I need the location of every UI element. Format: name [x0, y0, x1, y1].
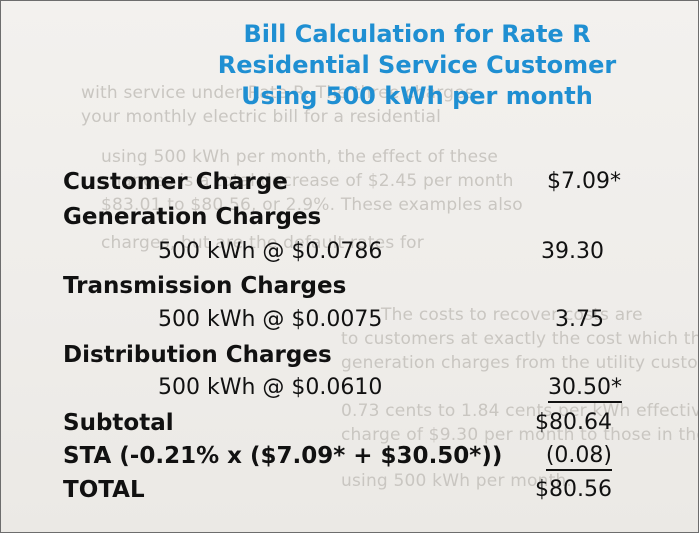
show-through-text: charges, but are the default rates for [101, 233, 424, 253]
distribution-label: Distribution Charges [63, 342, 332, 368]
distribution-amount: 30.50* [548, 375, 622, 403]
subtotal-row: Subtotal $80.64 [1, 410, 698, 442]
transmission-amount: 3.75 [555, 307, 604, 332]
show-through-text: charge of $9.30 per month to those in th… [341, 425, 699, 445]
sta-amount: (0.08) [545, 443, 612, 471]
show-through-text: to customers at exactly the cost which t… [341, 329, 699, 349]
sta-row: STA (-0.21% x ($7.09* + $30.50*)) (0.08) [1, 443, 698, 475]
distribution-detail: 500 kWh @ $0.0610 [158, 375, 383, 400]
show-through-text: changes is a total decrease of $2.45 per… [101, 171, 514, 191]
show-through-text: $83.01 to $80.56, or 2.9%. These example… [101, 195, 523, 215]
total-label: TOTAL [63, 477, 145, 503]
title-line-3: Using 500 kWh per month [241, 82, 593, 110]
show-through-text: generation charges from the utility cust… [341, 353, 698, 373]
generation-label: Generation Charges [63, 204, 322, 230]
customer-charge-amount: $7.09* [547, 169, 621, 194]
subtotal-label: Subtotal [63, 410, 174, 436]
total-amount: $80.56 [535, 477, 612, 502]
customer-charge-row: Customer Charge $7.09* [1, 169, 698, 201]
sta-label: STA (-0.21% x ($7.09* + $30.50*)) [63, 443, 503, 469]
subtotal-amount: $80.64 [535, 410, 612, 435]
bill-title: Bill Calculation for Rate R Residential … [207, 19, 627, 112]
generation-detail: 500 kWh @ $0.0786 [158, 239, 383, 264]
generation-row: Generation Charges [1, 204, 698, 236]
title-line-1: Bill Calculation for Rate R [243, 20, 591, 48]
transmission-detail: 500 kWh @ $0.0075 [158, 307, 383, 332]
show-through-text: 0.73 cents to 1.84 cents per kWh effecti… [341, 401, 699, 421]
show-through-text: The costs to recover costs are [381, 305, 643, 325]
customer-charge-label: Customer Charge [63, 169, 288, 195]
generation-detail-row: 500 kWh @ $0.0786 39.30 [1, 239, 698, 271]
total-row: TOTAL $80.56 [1, 477, 698, 509]
distribution-detail-row: 500 kWh @ $0.0610 30.50* [1, 375, 698, 407]
show-through-text: with service under Rate R. The three cha… [81, 83, 474, 103]
title-line-2: Residential Service Customer [217, 51, 617, 79]
show-through-text: your monthly electric bill for a residen… [81, 107, 442, 127]
distribution-row: Distribution Charges [1, 342, 698, 374]
transmission-label: Transmission Charges [63, 273, 347, 299]
transmission-detail-row: 500 kWh @ $0.0075 3.75 [1, 307, 698, 339]
generation-amount: 39.30 [541, 239, 604, 264]
show-through-text: using 500 kWh per month. [341, 471, 573, 491]
transmission-row: Transmission Charges [1, 273, 698, 305]
show-through-text: using 500 kWh per month, the effect of t… [101, 147, 499, 167]
